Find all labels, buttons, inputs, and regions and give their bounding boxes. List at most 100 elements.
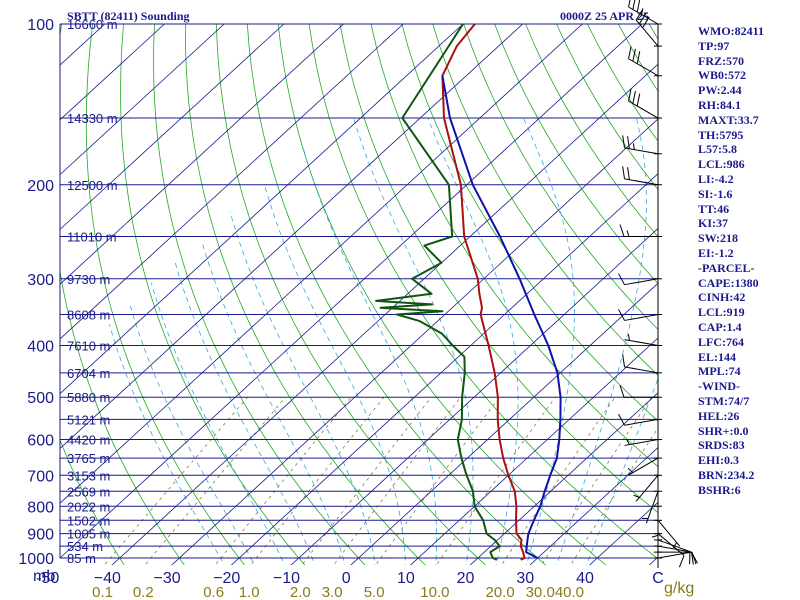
height-label: 7610 m xyxy=(67,339,110,354)
pressure-tick-label: 600 xyxy=(27,433,54,450)
temperature-tick-label: 40 xyxy=(576,570,594,587)
dewpoint-trace xyxy=(375,24,501,561)
wind-barb xyxy=(622,354,662,374)
moist-adiabat-line xyxy=(556,117,647,565)
wind-barb xyxy=(654,551,698,564)
mixing-ratio-line xyxy=(501,396,616,565)
moist-adiabat-lines xyxy=(108,117,658,565)
wind-barb xyxy=(628,88,662,119)
dry-adiabat-line xyxy=(60,24,185,565)
sounding-title: SBTT (82411) Sounding xyxy=(67,9,190,23)
mixing-ratio-tick-label: 1.0 xyxy=(239,584,260,600)
wind-barb xyxy=(654,551,697,565)
isotherm-line xyxy=(409,337,658,565)
dry-adiabat-line xyxy=(120,24,306,565)
index-item: CINH:42 xyxy=(698,290,746,305)
moist-adiabat-line xyxy=(229,211,376,565)
height-label: 8608 m xyxy=(67,308,110,323)
index-item: CAPE:1380 xyxy=(698,275,759,290)
temperature-tick-label: C xyxy=(652,570,664,587)
isotherm-line xyxy=(60,24,285,230)
mixing-ratio-line xyxy=(333,396,462,565)
index-item: KI:37 xyxy=(698,216,728,231)
index-item: SW:218 xyxy=(698,231,739,246)
mixing-ratio-tick-label: 10.0 xyxy=(420,584,449,600)
height-label: 4420 m xyxy=(67,433,110,448)
index-item: WB0:572 xyxy=(698,68,746,83)
height-label: 85 m xyxy=(67,551,96,566)
dry-adiabat-line xyxy=(215,24,487,565)
index-item: MAXT:33.7 xyxy=(698,112,759,127)
index-item: SHR+:0.0 xyxy=(698,423,749,438)
index-item: MPL:74 xyxy=(698,364,741,379)
mixing-ratio-line xyxy=(250,396,385,565)
index-item: TT:46 xyxy=(698,201,730,216)
height-label: 3153 m xyxy=(67,468,110,483)
height-label: 1005 m xyxy=(67,527,110,542)
mixing-ratio-tick-label: 0.1 xyxy=(92,584,113,600)
index-item: LCL:919 xyxy=(698,305,745,320)
height-label: 3765 m xyxy=(67,451,110,466)
moist-adiabat-line xyxy=(523,117,575,565)
dry-adiabat-line xyxy=(153,24,366,565)
pressure-tick-label: 800 xyxy=(27,499,54,516)
moist-adiabat-line xyxy=(108,324,225,565)
index-item: L57:5.8 xyxy=(698,142,737,157)
wind-barbs xyxy=(618,0,698,568)
height-label: 12500 m xyxy=(67,178,118,193)
pressure-tick-label: 100 xyxy=(27,17,54,34)
moist-adiabat-line xyxy=(150,282,285,565)
wind-barb xyxy=(624,334,662,347)
wind-barb xyxy=(628,46,662,77)
wind-barb xyxy=(651,505,662,541)
pressure-tick-label: 200 xyxy=(27,178,54,195)
temperature-tick-label: −20 xyxy=(213,570,240,587)
index-item: -WIND- xyxy=(698,379,740,394)
wind-barb xyxy=(633,474,662,502)
index-item: LI:-4.2 xyxy=(698,171,734,186)
temperature-tick-label: −40 xyxy=(94,570,121,587)
isotherm-line xyxy=(529,446,658,565)
height-label: 14330 m xyxy=(67,111,118,126)
parcel-trace xyxy=(441,75,562,559)
dry-adiabat-line xyxy=(308,24,658,560)
index-item: EL:144 xyxy=(698,349,737,364)
wind-barb xyxy=(622,166,662,186)
height-label: 5121 m xyxy=(67,412,110,427)
isotherm-line xyxy=(290,227,658,565)
pressure-tick-label: 300 xyxy=(27,272,54,289)
dry-adiabat-line xyxy=(339,24,658,514)
index-item: BSHR:6 xyxy=(698,482,741,497)
isotherm-line xyxy=(60,24,344,285)
dry-adiabat-line xyxy=(85,24,245,565)
height-label: 9730 m xyxy=(67,272,110,287)
isotherm-line xyxy=(60,24,643,559)
pressure-tick-label: 900 xyxy=(27,527,54,544)
pressure-tick-label: 700 xyxy=(27,468,54,485)
height-label: 534 m xyxy=(67,539,103,554)
isotherm-line xyxy=(469,392,658,565)
index-item: EHI:0.3 xyxy=(698,453,740,468)
dry-adiabat-line xyxy=(494,24,658,284)
index-item: SRDS:83 xyxy=(698,438,745,453)
dry-adiabat-line xyxy=(773,24,800,569)
pressure-tick-label: 1000 xyxy=(18,551,54,568)
isotherm-line xyxy=(60,24,165,121)
height-label: 6704 m xyxy=(67,366,110,381)
isotherm-line xyxy=(0,24,45,569)
dry-adiabat-line xyxy=(185,24,426,565)
index-item: TP:97 xyxy=(698,38,730,53)
height-label: 2022 m xyxy=(67,499,110,514)
wind-barb xyxy=(624,438,662,446)
isotherm-line xyxy=(60,24,225,176)
wind-barb xyxy=(619,385,662,398)
moist-adiabat-line xyxy=(129,304,255,565)
dry-adiabat-line xyxy=(463,24,658,331)
height-label: 2569 m xyxy=(67,484,110,499)
index-item: FRZ:570 xyxy=(698,53,744,68)
mixing-ratio-line xyxy=(375,396,500,565)
temperature-trace xyxy=(441,24,526,561)
wind-barb xyxy=(619,224,662,237)
index-item: TH:5795 xyxy=(698,127,744,142)
